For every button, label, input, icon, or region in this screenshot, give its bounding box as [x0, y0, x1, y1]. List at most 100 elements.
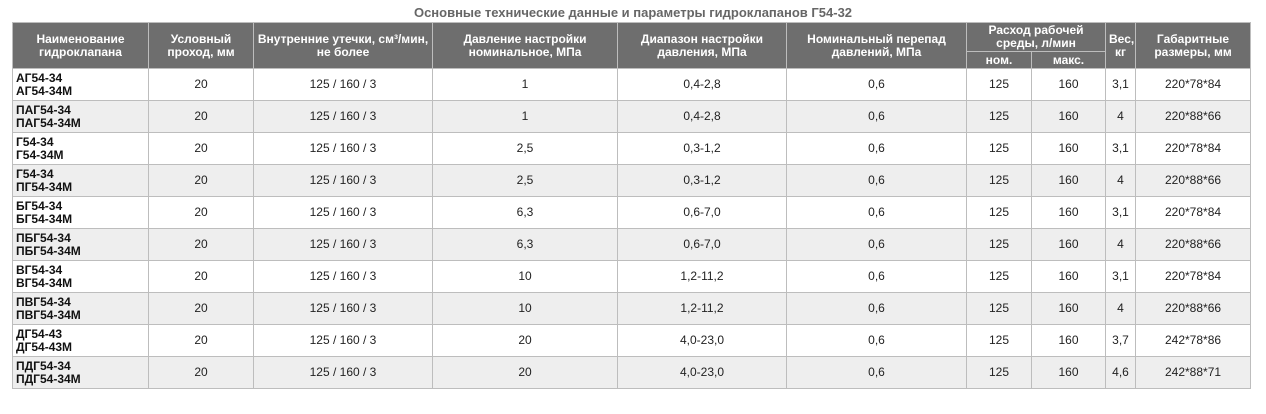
model-name: ПАГ54-34	[16, 102, 71, 117]
table-cell: 20	[148, 196, 254, 229]
table-row: ВГ54-34 ВГ54-34М 20 125 / 160 / 3 10 1,2-11,2…	[12, 260, 1252, 293]
table-row: Г54-34 ПГ54-34М 20 125 / 160 / 3 2,5 0,3-1,2 0…	[12, 164, 1252, 197]
table-cell: 20	[148, 324, 254, 357]
table-cell: 20	[148, 68, 254, 101]
table-cell: 220*88*66	[1135, 292, 1252, 325]
spec-table: Наименование гидроклапана Условный проход…	[12, 22, 1252, 389]
table-row: ДГ54-43 ДГ54-43М 20 125 / 160 / 3 20 4,0-23,0…	[12, 324, 1252, 357]
model-name: Г54-34	[16, 166, 54, 181]
table-cell: 1	[432, 100, 618, 133]
table-cell: 125	[966, 228, 1032, 261]
header-row: ном. макс.	[13, 51, 1251, 69]
table-cell: 125 / 160 / 3	[253, 228, 433, 261]
table-cell: 125 / 160 / 3	[253, 132, 433, 165]
table-cell: 220*78*84	[1135, 196, 1252, 229]
model-name: ДГ54-43М	[16, 339, 73, 354]
name-cell: ДГ54-43 ДГ54-43М	[12, 324, 149, 357]
model-name: ПГ54-34М	[16, 179, 73, 194]
name-cell: ВГ54-34 ВГ54-34М	[12, 260, 149, 293]
table-cell: 125	[966, 292, 1032, 325]
name-cell: БГ54-34 БГ54-34М	[12, 196, 149, 229]
table-cell: 125	[966, 132, 1032, 165]
table-cell: 160	[1030, 292, 1107, 325]
table-row: АГ54-34 АГ54-34М 20 125 / 160 / 3 1 0,4-2,8 0,…	[12, 68, 1252, 101]
column-header: Условный проход, мм	[148, 22, 254, 69]
table-cell: 125 / 160 / 3	[253, 260, 433, 293]
table-cell: 125	[966, 324, 1032, 357]
table-cell: 2,5	[432, 164, 618, 197]
name-cell: АГ54-34 АГ54-34М	[12, 68, 149, 101]
table-cell: 20	[148, 356, 254, 389]
table-cell: 4	[1105, 100, 1137, 133]
model-name: ПАГ54-34М	[16, 115, 81, 130]
table-cell: 125	[966, 100, 1032, 133]
table-body: АГ54-34 АГ54-34М 20 125 / 160 / 3 1 0,4-2,8 0,…	[12, 68, 1252, 389]
model-name: ПБГ54-34	[16, 230, 71, 245]
table-cell: 1,2-11,2	[617, 260, 787, 293]
table-cell: 0,6	[786, 196, 967, 229]
table-cell: 0,6	[786, 132, 967, 165]
table-cell: 0,6	[786, 356, 967, 389]
subcolumn-header: ном.	[966, 51, 1032, 69]
table-cell: 10	[432, 292, 618, 325]
table-cell: 2,5	[432, 132, 618, 165]
table-cell: 20	[148, 100, 254, 133]
table-title: Основные технические данные и параметры …	[413, 5, 853, 20]
table-cell: 4	[1105, 164, 1137, 197]
table-cell: 125	[966, 356, 1032, 389]
table-cell: 125	[966, 164, 1032, 197]
model-name: АГ54-34	[16, 70, 63, 85]
table-cell: 10	[432, 260, 618, 293]
column-header: Внутренние утечки, см³/мин, не более	[253, 22, 433, 69]
table-cell: 242*78*86	[1135, 324, 1252, 357]
table-cell: 20	[432, 356, 618, 389]
table-cell: 125 / 160 / 3	[253, 292, 433, 325]
name-cell: ПАГ54-34 ПАГ54-34М	[12, 100, 149, 133]
table-cell: 125 / 160 / 3	[253, 356, 433, 389]
table-cell: 125 / 160 / 3	[253, 164, 433, 197]
table-cell: 160	[1030, 196, 1107, 229]
table-cell: 3,7	[1105, 324, 1137, 357]
table-cell: 0,4-2,8	[617, 68, 787, 101]
column-header: Номинальный перепад давлений, МПа	[786, 22, 967, 69]
name-cell: ПБГ54-34 ПБГ54-34М	[12, 228, 149, 261]
table-cell: 3,1	[1105, 132, 1137, 165]
model-name: ДГ54-43	[16, 326, 63, 341]
column-header: Габаритные размеры, мм	[1135, 22, 1252, 69]
table-cell: 220*78*84	[1135, 260, 1252, 293]
table-row: Г54-34 Г54-34М 20 125 / 160 / 3 2,5 0,3-1,2 0,…	[12, 132, 1252, 165]
model-name: ВГ54-34М	[16, 275, 73, 290]
header-row: Наименование гидроклапана Условный проход…	[12, 22, 1252, 69]
model-name: АГ54-34М	[16, 83, 73, 98]
table-cell: 20	[148, 132, 254, 165]
name-cell: Г54-34 ПГ54-34М	[12, 164, 149, 197]
table-cell: 160	[1030, 260, 1107, 293]
table-cell: 4	[1105, 228, 1137, 261]
table-cell: 125 / 160 / 3	[253, 196, 433, 229]
table-cell: 0,6	[786, 100, 967, 133]
table-cell: 242*88*71	[1135, 356, 1252, 389]
table-cell: 20	[432, 324, 618, 357]
table-cell: 220*88*66	[1135, 100, 1252, 133]
model-name: Г54-34	[16, 134, 54, 149]
table-cell: 125	[966, 68, 1032, 101]
table-cell: 0,6-7,0	[617, 228, 787, 261]
table-cell: 0,6-7,0	[617, 196, 787, 229]
table-cell: 3,1	[1105, 260, 1137, 293]
table-cell: 0,6	[786, 228, 967, 261]
table-cell: 0,6	[786, 68, 967, 101]
model-name: БГ54-34	[16, 198, 63, 213]
table-row: ПАГ54-34 ПАГ54-34М 20 125 / 160 / 3 1 0,4-2,8…	[12, 100, 1252, 133]
table-cell: 160	[1030, 68, 1107, 101]
table-cell: 20	[148, 164, 254, 197]
model-name: ПДГ54-34М	[16, 371, 81, 386]
table-cell: 160	[1030, 164, 1107, 197]
table-cell: 160	[1030, 100, 1107, 133]
table-head: Наименование гидроклапана Условный проход…	[12, 22, 1252, 69]
table-cell: 4	[1105, 292, 1137, 325]
table-cell: 220*78*84	[1135, 132, 1252, 165]
table-cell: 0,3-1,2	[617, 164, 787, 197]
table-cell: 20	[148, 260, 254, 293]
table-cell: 160	[1030, 228, 1107, 261]
table-cell: 20	[148, 292, 254, 325]
